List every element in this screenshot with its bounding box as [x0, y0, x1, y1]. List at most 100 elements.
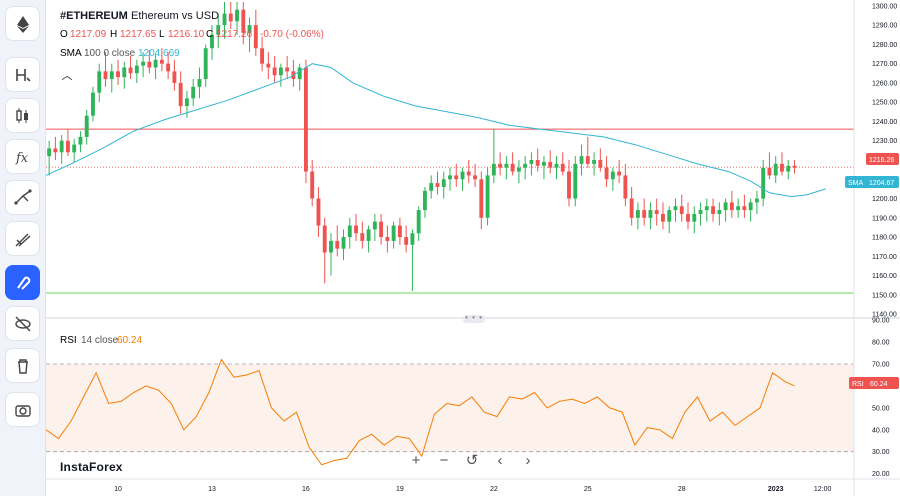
candle[interactable] [285, 55, 290, 80]
candle[interactable] [617, 160, 622, 184]
candle[interactable] [491, 129, 496, 184]
candle[interactable] [372, 213, 377, 241]
candle[interactable] [103, 52, 108, 87]
candle[interactable] [673, 198, 678, 222]
candle[interactable] [717, 202, 722, 226]
candle[interactable] [210, 25, 214, 60]
candle[interactable] [661, 202, 665, 230]
candle[interactable] [635, 202, 640, 230]
rsi-legend[interactable]: RSI 14 close 60.24 [60, 335, 142, 346]
reset-chart-button[interactable]: ↺ [465, 452, 479, 469]
candle[interactable] [529, 152, 534, 176]
ethereum-tool-button[interactable] [5, 6, 40, 41]
candle[interactable] [147, 50, 152, 74]
candle[interactable] [385, 225, 390, 253]
candle[interactable] [654, 198, 659, 226]
scroll-right-button[interactable]: › [525, 451, 531, 469]
candle[interactable] [278, 63, 283, 87]
candle[interactable] [516, 160, 521, 184]
candle[interactable] [335, 225, 340, 257]
price-pane[interactable] [46, 2, 854, 294]
candle[interactable] [642, 198, 647, 226]
candle[interactable] [773, 156, 778, 184]
candle[interactable] [667, 206, 672, 234]
candle[interactable] [97, 63, 102, 103]
candle[interactable] [466, 160, 471, 184]
candle[interactable] [178, 71, 183, 114]
candle[interactable] [479, 171, 484, 230]
candle[interactable] [329, 233, 333, 276]
candle[interactable] [780, 152, 784, 176]
candle[interactable] [153, 54, 158, 80]
candle[interactable] [216, 13, 221, 49]
candle[interactable] [704, 198, 709, 222]
candles-tool-button[interactable] [5, 98, 40, 133]
candle[interactable] [786, 160, 791, 180]
candle[interactable] [191, 79, 196, 107]
sma-line[interactable] [46, 63, 826, 198]
candle[interactable] [141, 52, 146, 78]
candle[interactable] [623, 163, 628, 207]
candle[interactable] [65, 129, 70, 157]
candle[interactable] [792, 160, 797, 174]
candle[interactable] [748, 198, 753, 222]
zoom-out-button[interactable]: − [439, 451, 449, 469]
candle[interactable] [604, 156, 609, 187]
candle[interactable] [736, 198, 741, 218]
candle[interactable] [686, 202, 690, 230]
lines-tool-button[interactable] [5, 180, 40, 215]
candle[interactable] [711, 198, 716, 222]
candle[interactable] [128, 55, 133, 80]
candle[interactable] [59, 134, 64, 164]
scroll-left-button[interactable]: ‹ [497, 451, 503, 469]
candle[interactable] [548, 150, 553, 174]
camera-tool-button[interactable] [5, 392, 40, 427]
candle[interactable] [316, 186, 321, 238]
candle[interactable] [366, 225, 371, 253]
candle[interactable] [754, 190, 759, 214]
candle[interactable] [441, 171, 446, 199]
candle[interactable] [78, 131, 83, 153]
candle[interactable] [510, 152, 515, 176]
candle[interactable] [742, 194, 747, 218]
candle[interactable] [197, 67, 202, 99]
ticker-label[interactable]: #ETHEREUM [60, 10, 128, 22]
candle[interactable] [228, 2, 233, 29]
candle[interactable] [116, 59, 120, 85]
candle[interactable] [397, 217, 402, 245]
candle[interactable] [504, 156, 509, 180]
candle[interactable] [109, 63, 114, 93]
zoom-in-button[interactable]: + [411, 451, 421, 469]
candle[interactable] [729, 190, 734, 218]
candle[interactable] [435, 171, 440, 195]
candle[interactable] [592, 152, 597, 176]
candle[interactable] [460, 167, 465, 191]
candle[interactable] [84, 109, 89, 145]
candle[interactable] [379, 213, 384, 245]
candle[interactable] [247, 17, 252, 53]
candle[interactable] [523, 156, 528, 180]
candle[interactable] [698, 202, 703, 226]
candle[interactable] [679, 194, 684, 222]
candle[interactable] [498, 152, 503, 176]
sma-legend[interactable]: SMA 100 0 close 1204.669 [60, 48, 180, 59]
candle[interactable] [416, 206, 421, 241]
candle[interactable] [122, 61, 127, 89]
candle[interactable] [761, 160, 766, 207]
candle[interactable] [310, 160, 315, 207]
candle[interactable] [454, 163, 459, 187]
candle[interactable] [579, 144, 584, 176]
candle[interactable] [341, 229, 346, 261]
fx-tool-button[interactable]: fx [5, 139, 40, 174]
candle[interactable] [53, 136, 58, 160]
collapse-legend-button[interactable]: ︿ [61, 70, 73, 82]
candle[interactable] [560, 152, 565, 176]
rsi-line[interactable] [46, 358, 795, 466]
candle[interactable] [272, 55, 277, 83]
candle[interactable] [723, 198, 728, 222]
candle[interactable] [629, 186, 634, 226]
candle[interactable] [91, 86, 95, 122]
candle[interactable] [423, 186, 427, 218]
candle[interactable] [253, 9, 258, 56]
candle[interactable] [360, 221, 365, 249]
